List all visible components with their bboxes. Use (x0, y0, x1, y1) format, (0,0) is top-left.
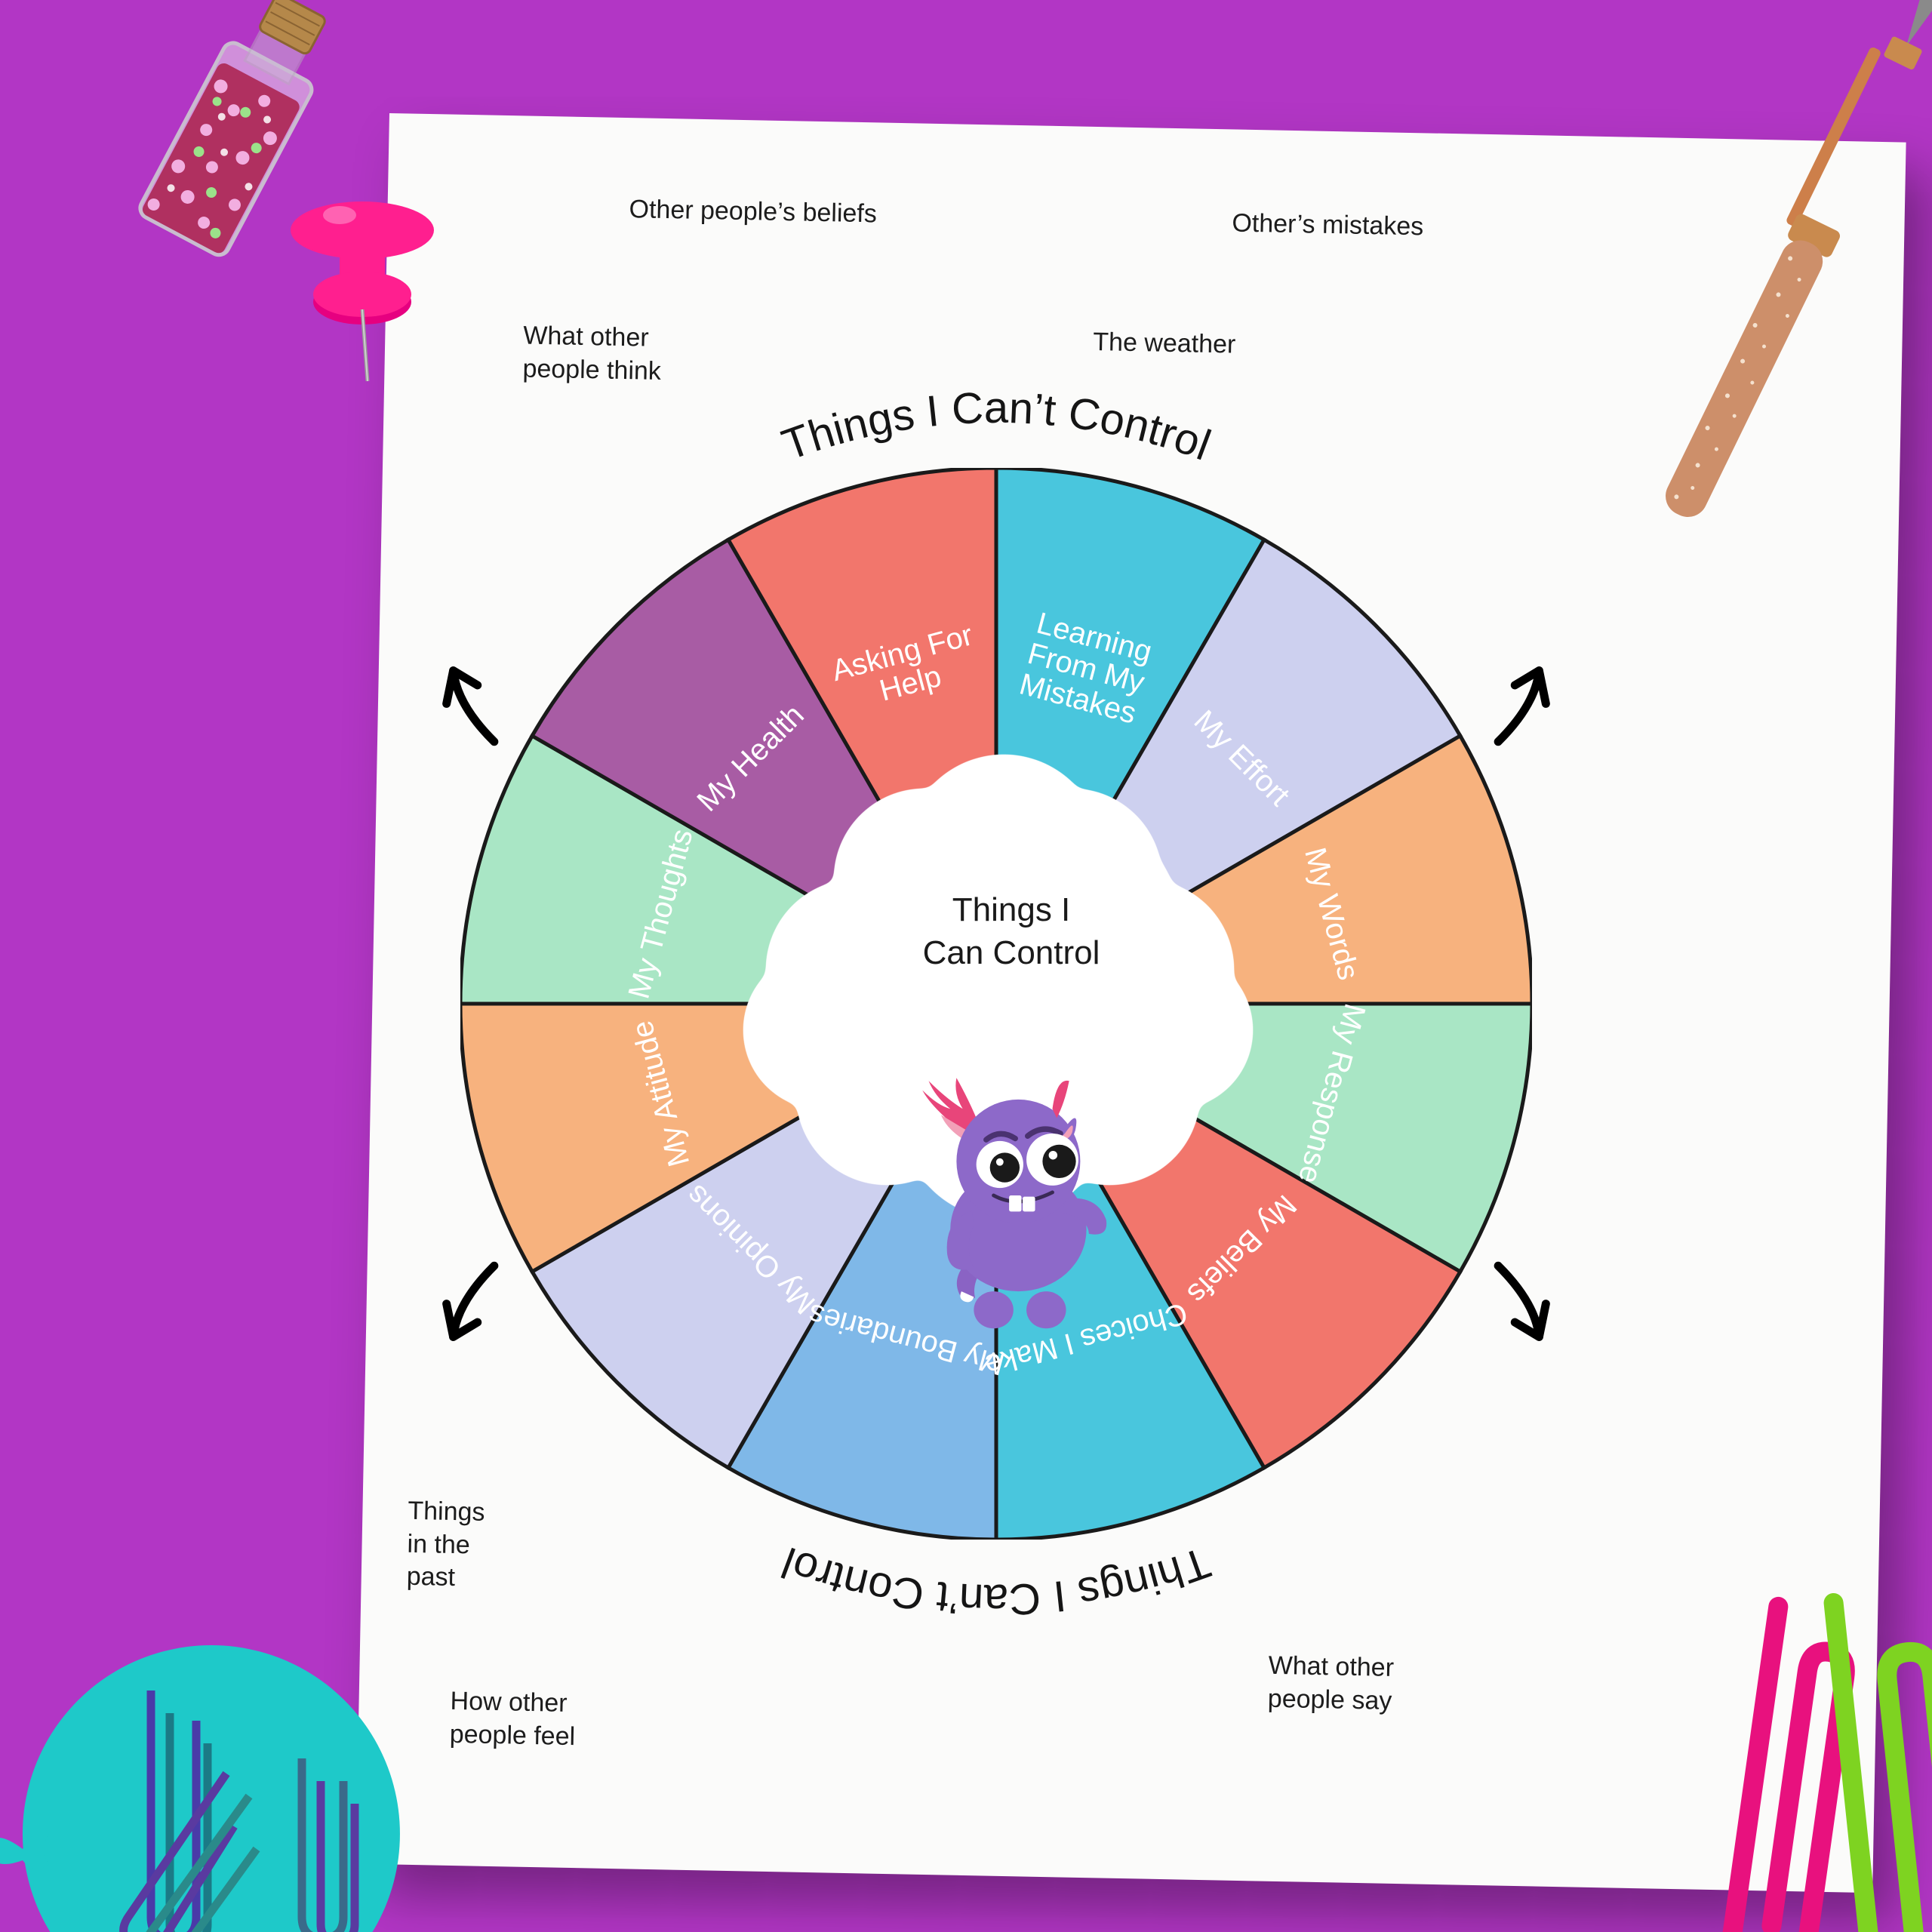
svg-text:Things I: Things I (952, 891, 1071, 928)
svg-text:Can Control: Can Control (923, 934, 1100, 971)
